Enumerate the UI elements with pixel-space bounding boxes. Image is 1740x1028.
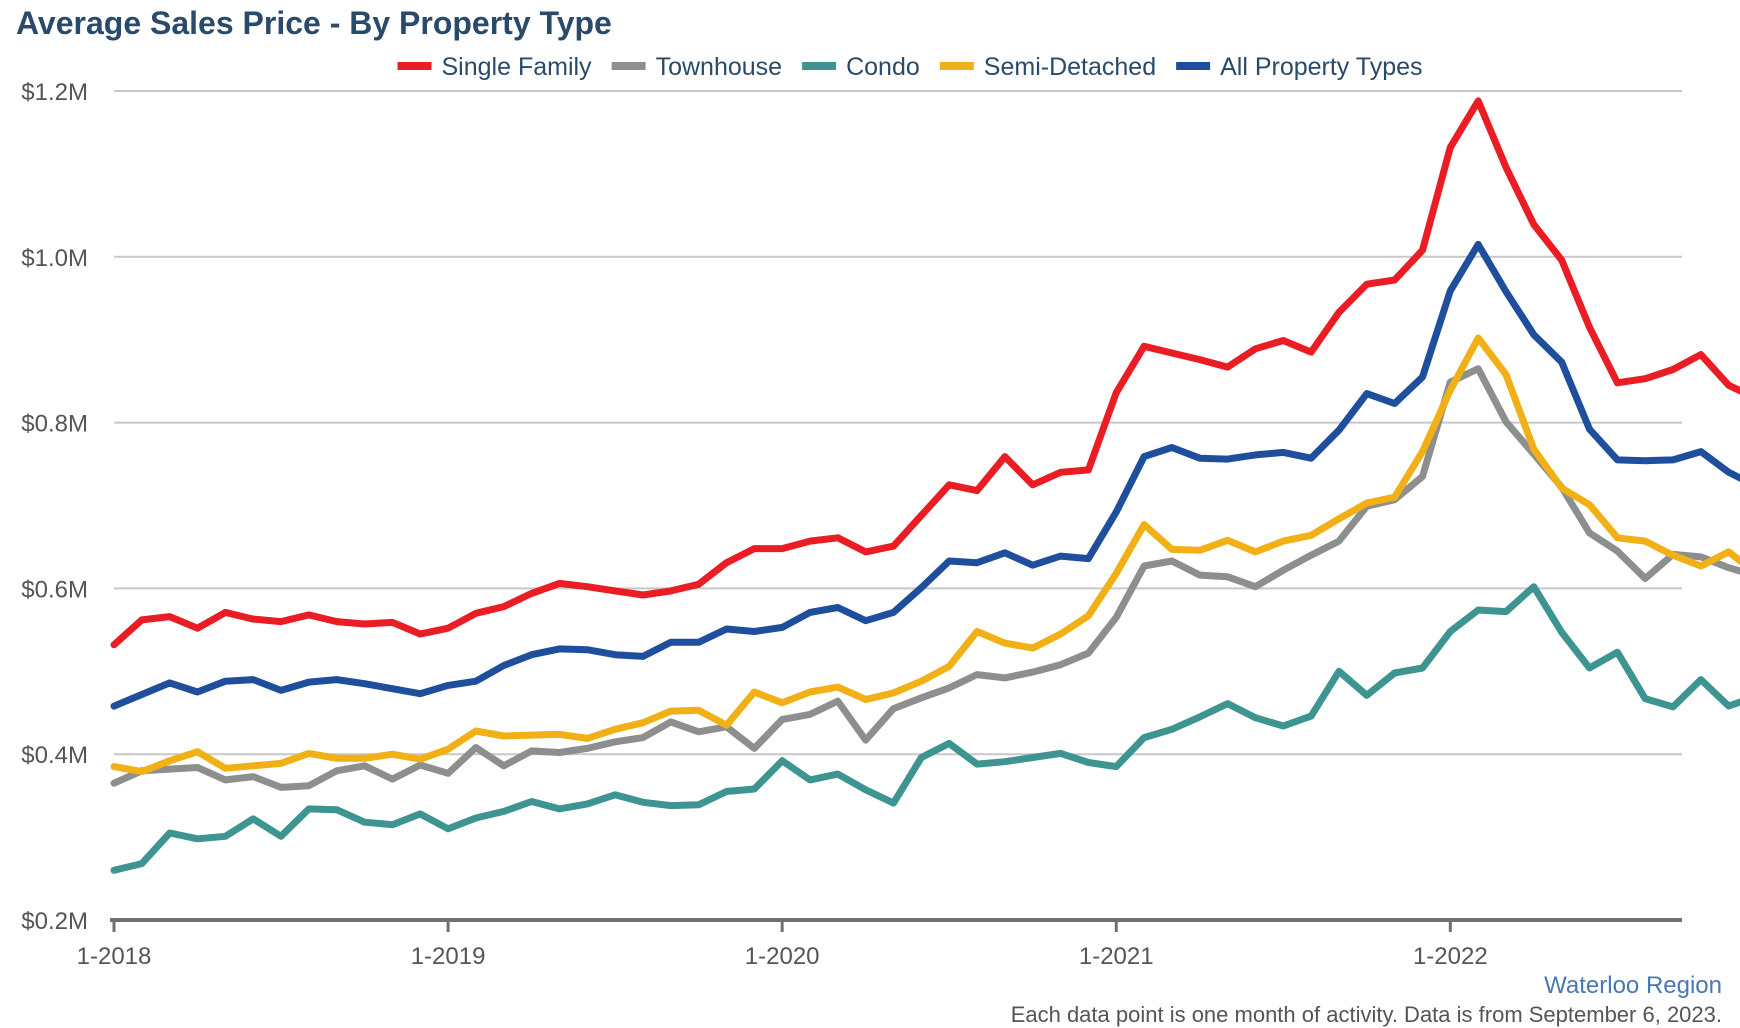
x-tick-label: 1-2022 bbox=[1413, 943, 1488, 970]
y-axis-ticks: $0.2M $0.4M $0.6M $0.8M $1.0M $1.2M bbox=[21, 79, 88, 935]
y-tick-label: $1.0M bbox=[21, 245, 88, 272]
legend-item-townhouse: Townhouse bbox=[611, 53, 782, 81]
x-tick-label: 1-2019 bbox=[411, 943, 486, 970]
series-line-semi-detached bbox=[110, 334, 1740, 776]
x-tick-label: 1-2018 bbox=[77, 943, 152, 970]
legend-item-single-family: Single Family bbox=[397, 53, 593, 81]
x-tick-label: 1-2021 bbox=[1079, 943, 1154, 970]
legend-item-condo: Condo bbox=[802, 53, 920, 81]
series-lines bbox=[110, 97, 1740, 874]
legend: Single Family Townhouse Condo Semi-Detached… bbox=[397, 53, 1423, 81]
y-tick-label: $1.2M bbox=[21, 79, 88, 106]
y-tick-label: $0.4M bbox=[21, 742, 88, 769]
x-tick-label: 1-2020 bbox=[745, 943, 820, 970]
footnote: Each data point is one month of activity… bbox=[1011, 1002, 1722, 1027]
series-line-all-property-types bbox=[110, 240, 1740, 710]
legend-item-semi-detached: Semi-Detached bbox=[939, 53, 1156, 81]
y-tick-label: $0.2M bbox=[21, 908, 88, 935]
legend-label: Condo bbox=[846, 53, 920, 81]
legend-label: All Property Types bbox=[1220, 53, 1422, 81]
source-label: Waterloo Region bbox=[1544, 972, 1722, 999]
legend-label: Townhouse bbox=[656, 53, 782, 81]
y-tick-label: $0.8M bbox=[21, 411, 88, 438]
y-tick-label: $0.6M bbox=[21, 576, 88, 603]
chart-title: Average Sales Price - By Property Type bbox=[16, 5, 612, 41]
series-line-condo bbox=[110, 583, 1740, 874]
series-line-townhouse bbox=[110, 365, 1740, 791]
legend-label: Semi-Detached bbox=[984, 53, 1156, 81]
legend-label: Single Family bbox=[442, 53, 593, 81]
legend-item-all-property-types: All Property Types bbox=[1176, 53, 1423, 81]
gridlines bbox=[114, 90, 1682, 756]
series-line-single-family bbox=[110, 97, 1740, 649]
